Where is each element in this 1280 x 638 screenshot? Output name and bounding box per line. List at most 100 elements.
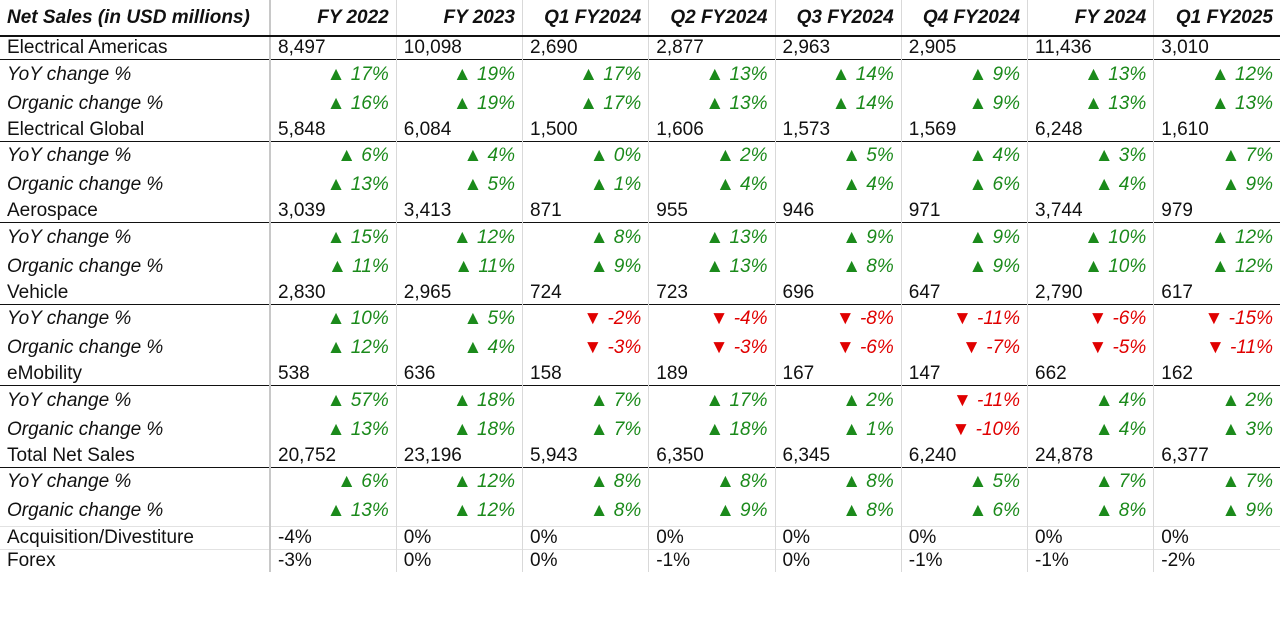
table-cell: ▲ 19% [395,59,523,89]
table-cell: 971 [900,200,1028,223]
table-cell: 1,606 [648,118,775,141]
table-cell: ▲ 17% [269,59,397,89]
table-cell: 0% [521,525,649,549]
table-cell: 696 [774,281,902,304]
table-cell: 24,878 [1026,444,1154,467]
table-cell: ▲ 9% [900,59,1028,89]
column-header: FY 2024 [1026,0,1154,37]
table-cell: ▲ 4% [900,140,1028,171]
table-cell: 11,436 [1026,36,1154,60]
table-cell: 2,830 [269,281,397,304]
table-cell: 6,240 [900,444,1028,467]
table-cell: ▲ 9% [900,252,1028,282]
table-cell: ▲ 7% [1153,466,1280,497]
table-row: Organic change % ▲ 11% ▲ 11% ▲ 9% ▲ 13% ▲ 8% ▲… [0,252,1280,282]
table-cell: ▲ 9% [1153,170,1280,200]
table-cell: ▼ -11% [1153,333,1280,363]
table-cell: ▲ 5% [395,303,523,334]
table-cell: ▲ 17% [521,59,649,89]
table-cell: -4% [269,525,397,549]
table-cell: ▼ -7% [900,333,1028,363]
table-cell: 636 [395,363,523,386]
segment-row: eMobility 538 636 158 189 167 147 662 162 [0,363,1280,386]
segment-label: Vehicle [0,281,271,304]
row-label: Organic change % [0,496,271,526]
table-cell: 617 [1153,281,1280,304]
table-row: YoY change % ▲ 15% ▲ 12% ▲ 8% ▲ 13% ▲ 9% ▲ 9% ▲… [0,222,1280,252]
table-cell: 647 [900,281,1028,304]
table-cell: 0% [648,525,775,549]
row-label: YoY change % [0,303,271,334]
header-row: Net Sales (in USD millions) FY 2022 FY 202… [0,0,1280,37]
table-cell: ▲ 8% [1026,496,1154,526]
row-label: Forex [0,548,271,572]
table-cell: 946 [774,200,902,223]
table-cell: ▲ 8% [774,466,902,497]
table-cell: 5,943 [521,444,649,467]
table-cell: 6,345 [774,444,902,467]
table-cell: ▲ 11% [395,252,523,282]
table-cell: ▲ 0% [521,140,649,171]
table-cell: 167 [774,363,902,386]
row-label: Organic change % [0,170,271,200]
row-label: YoY change % [0,385,271,415]
table-cell: ▲ 5% [395,170,523,200]
table-cell: ▲ 2% [648,140,775,171]
table-cell: 23,196 [395,444,523,467]
table-cell: ▲ 9% [648,496,775,526]
table-cell: ▲ 7% [1026,466,1154,497]
table-cell: ▲ 1% [774,415,902,445]
table-cell: ▲ 7% [521,415,649,445]
row-label: YoY change % [0,140,271,171]
table-cell: ▲ 13% [1026,89,1154,119]
table-cell: 5,848 [269,118,397,141]
table-cell: 662 [1026,363,1154,386]
table-cell: 724 [521,281,649,304]
table-cell: ▲ 12% [1153,252,1280,282]
table-cell: 1,569 [900,118,1028,141]
table-cell: ▲ 8% [774,252,902,282]
table-cell: -1% [900,548,1028,572]
table-body: Electrical Americas 8,497 10,098 2,690 2,877… [0,36,1280,572]
table-cell: 147 [900,363,1028,386]
column-header: Q4 FY2024 [900,0,1028,37]
table-cell: ▲ 8% [521,222,649,252]
table-row: Organic change % ▲ 13% ▲ 12% ▲ 8% ▲ 9% ▲ 8% ▲ … [0,496,1280,526]
table-cell: ▲ 9% [521,252,649,282]
table-cell: 0% [1026,525,1154,549]
table-cell: ▲ 12% [395,222,523,252]
table-cell: ▲ 6% [269,140,397,171]
table-cell: 3,039 [269,200,397,223]
row-label: YoY change % [0,222,271,252]
table-cell: ▲ 4% [648,170,775,200]
table-row: YoY change % ▲ 57% ▲ 18% ▲ 7% ▲ 17% ▲ 2% ▼ -11… [0,385,1280,415]
table-cell: ▲ 10% [1026,222,1154,252]
table-cell: ▲ 18% [395,415,523,445]
table-cell: -3% [269,548,397,572]
table-cell: -1% [648,548,775,572]
table-cell: 2,790 [1026,281,1154,304]
table-cell: ▲ 57% [269,385,397,415]
table-cell: 2,965 [395,281,523,304]
table-cell: 20,752 [269,444,397,467]
table-row: Organic change % ▲ 12% ▲ 4% ▼ -3% ▼ -3% ▼ -6%… [0,333,1280,363]
table-row: Acquisition/Divestiture -4% 0% 0% 0% 0% 0% 0% 0% [0,525,1280,549]
table-cell: ▲ 6% [900,496,1028,526]
table-cell: 6,377 [1153,444,1280,467]
table-cell: ▲ 19% [395,89,523,119]
table-cell: ▼ -3% [521,333,649,363]
table-cell: ▲ 17% [648,385,775,415]
segment-label: Electrical Americas [0,36,271,60]
table-cell: ▲ 9% [900,89,1028,119]
table-cell: ▲ 12% [1153,59,1280,89]
table-cell: ▲ 8% [521,466,649,497]
table-cell: ▲ 15% [269,222,397,252]
table-cell: ▲ 4% [1026,170,1154,200]
table-cell: ▲ 14% [774,59,902,89]
table-cell: 0% [1153,525,1280,549]
table-cell: ▲ 12% [395,496,523,526]
table-cell: ▲ 2% [774,385,902,415]
table-cell: 0% [774,548,902,572]
table-cell: ▲ 2% [1153,385,1280,415]
segment-label: eMobility [0,363,271,386]
